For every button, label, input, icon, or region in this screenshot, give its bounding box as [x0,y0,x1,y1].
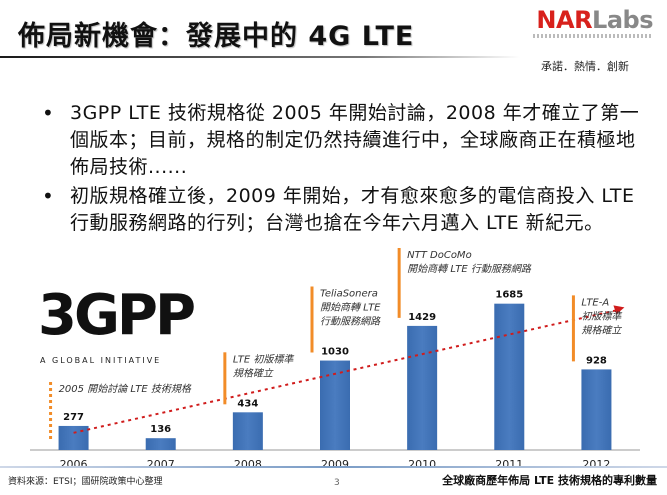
page-number: 3 [334,478,340,488]
x-tick-label: 2012 [582,458,610,471]
annotation-text: LTE-A [581,297,609,308]
annotation-text: 初版標準 [581,310,622,322]
bullet-item: 初版規格確立後，2009 年開始，才有愈來愈多的電信商投入 LTE 行動服務網路… [40,183,640,237]
bullet-item: 3GPP LTE 技術規格從 2005 年開始討論，2008 年才確立了第一個版… [40,100,640,181]
bar [581,369,612,450]
x-tick-label: 2011 [495,458,523,471]
bar [58,425,89,450]
bar [232,412,263,450]
bar-value-label: 434 [237,398,258,409]
bar-value-label: 1685 [495,290,523,301]
bar [320,360,350,450]
annotation-text: 開始商轉 LTE 行動服務網路 [407,263,532,275]
x-tick-label: 2006 [60,458,88,471]
x-tick-label: 2007 [147,458,175,471]
annotation-text: 規格確立 [233,367,274,379]
x-tick-label: 2009 [321,458,349,471]
page-title: 佈局新機會：發展中的 4G LTE [18,21,415,52]
bar-value-label: 1030 [321,347,349,358]
annotation-text: NTT DoCoMo [407,250,472,261]
3gpp-tagline: A GLOBAL INITIATIVE [40,356,162,365]
narlabs-logo: NARLabs [536,6,653,34]
bar [407,325,438,450]
bar-value-label: 136 [150,424,171,435]
annotation-text: TeliaSonera [320,289,378,300]
x-tick-label: 2010 [408,458,436,471]
bar [494,303,525,450]
bar-value-label: 1429 [408,312,436,323]
bar-value-label: 928 [586,355,607,366]
trend-line [73,309,617,434]
logo-nar: NAR [536,6,593,34]
annotation-text: 2005 開始討論 LTE 技術規格 [59,383,192,395]
footer-rule [0,466,667,468]
bullet-list: 3GPP LTE 技術規格從 2005 年開始討論，2008 年才確立了第一個版… [40,100,640,239]
chart-caption: 全球廠商歷年佈局 LTE 技術規格的專利數量 [442,474,657,487]
logo-labs: Labs [592,6,653,34]
slogan: 承諾．熱情．創新 [541,60,629,73]
source-note: 資料來源：ETSI；國研院政策中心整理 [8,477,163,487]
3gpp-logo: 3GPP A GLOBAL INITIATIVE [36,283,196,373]
logo-dots [533,34,653,38]
trend-arrowhead [613,305,625,315]
bar [145,438,176,450]
annotation-text: LTE 初版標準 [233,353,294,365]
annotation-text: 開始商轉 LTE [320,302,381,314]
annotation-text: 規格確立 [581,324,622,336]
bar-value-label: 277 [63,412,84,423]
3gpp-mark: 3GPP [38,283,196,348]
x-tick-label: 2008 [234,458,262,471]
annotation-text: 行動服務網路 [320,316,381,328]
title-rule [0,56,520,58]
